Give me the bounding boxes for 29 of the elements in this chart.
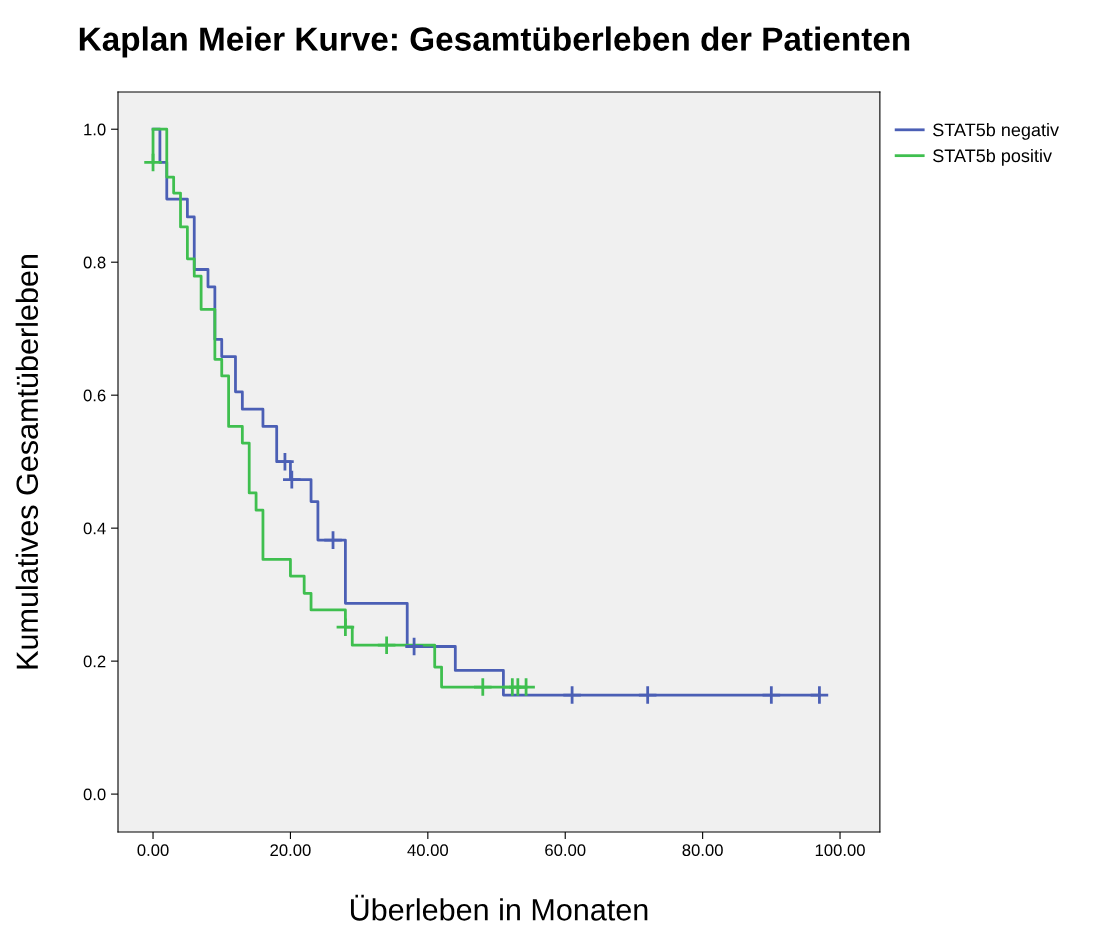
- y-tick-label: 0.6: [83, 389, 106, 402]
- point: [403, 636, 425, 657]
- point: [322, 529, 344, 551]
- point: [335, 617, 356, 638]
- point: [637, 684, 658, 706]
- point: [472, 676, 493, 698]
- point: [761, 684, 782, 706]
- y-tick-label: 1.0: [84, 123, 106, 136]
- y-tick-label: 0.4: [83, 522, 106, 535]
- x-tick-label: 40.00: [407, 844, 449, 857]
- point: [561, 684, 583, 706]
- y-axis-title: Kumulatives Gesamtüberleben: [15, 255, 39, 669]
- x-tick-label: 20.00: [270, 844, 311, 857]
- point: [281, 469, 302, 490]
- y-tick-label: 0.2: [83, 655, 106, 668]
- point: [376, 634, 397, 656]
- legend-label: STAT5b positiv: [933, 148, 1052, 166]
- legend-label: STAT5b negativ: [933, 123, 1059, 140]
- x-tick-label: 80.00: [682, 844, 723, 857]
- x-tick-label: 100.00: [815, 844, 865, 857]
- point: [809, 684, 830, 706]
- x-axis-title: Überleben in Monaten: [350, 894, 648, 921]
- y-tick-label: 0.8: [83, 256, 106, 269]
- chart-title: Kaplan Meier Kurve: Gesamtüberleben der Patienten: [79, 26, 910, 58]
- x-tick-label: 0.00: [137, 844, 169, 857]
- x-tick-label: 60.00: [545, 844, 586, 857]
- point: [142, 152, 164, 173]
- y-tick-label: 0.0: [83, 788, 106, 801]
- point: [274, 451, 296, 472]
